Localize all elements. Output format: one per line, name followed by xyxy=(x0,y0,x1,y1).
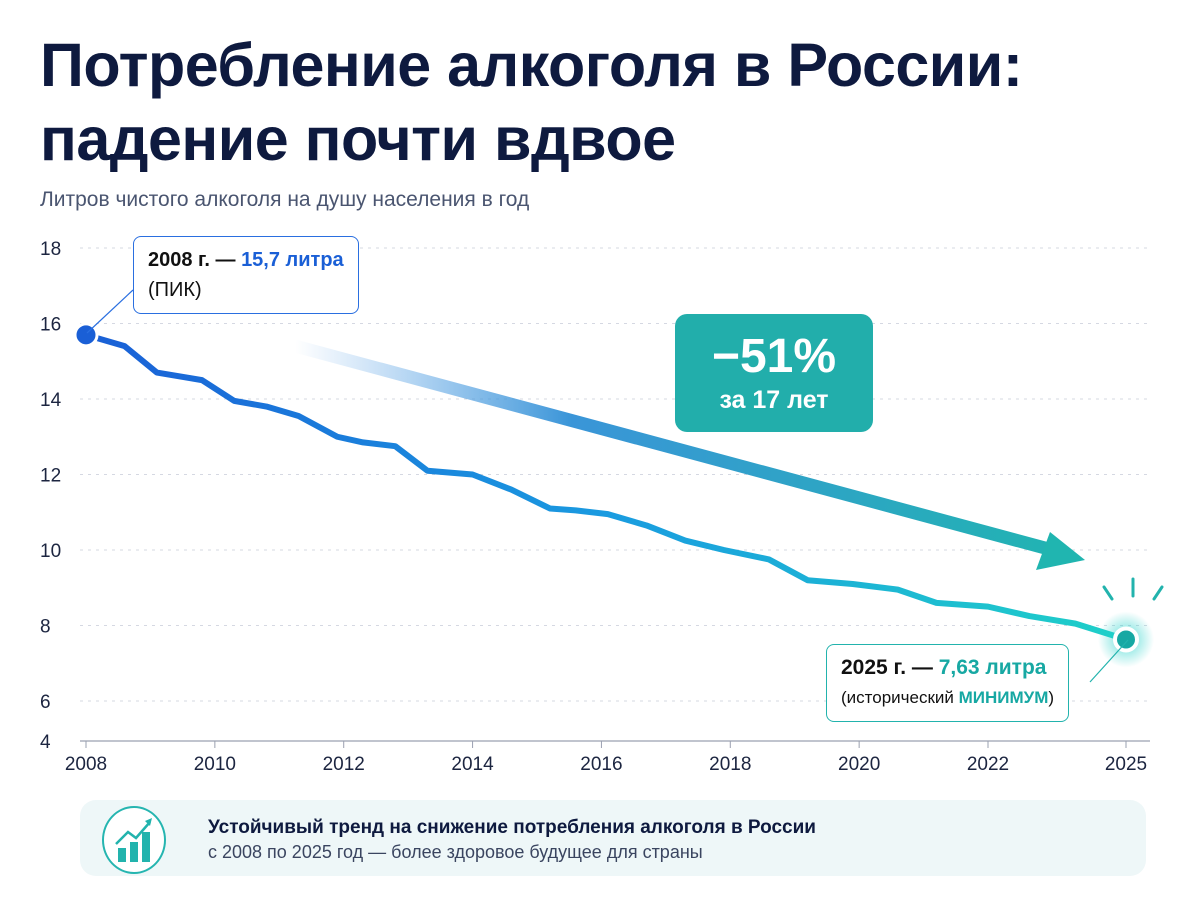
growth-chart-icon xyxy=(102,806,166,874)
min-leader-line xyxy=(1089,639,1129,683)
y-tick-label: 14 xyxy=(40,390,62,411)
y-tick-label: 10 xyxy=(40,541,61,562)
footer-banner: Устойчивый тренд на снижение потребления… xyxy=(80,800,1146,876)
y-tick-label: 8 xyxy=(40,617,51,638)
page-title: Потребление алкоголя в России: падение п… xyxy=(40,28,1023,176)
chart-subtitle: Литров чистого алкоголя на душу населени… xyxy=(40,188,530,211)
y-tick-label: 12 xyxy=(40,466,61,487)
y-tick-label: 4 xyxy=(40,732,51,753)
peak-year: 2008 г. — xyxy=(148,249,236,271)
x-tick-label: 2025 xyxy=(1105,754,1147,775)
change-period: за 17 лет xyxy=(719,386,829,414)
x-tick-label: 2018 xyxy=(709,754,751,775)
min-year: 2025 г. — xyxy=(841,656,933,679)
x-tick-label: 2010 xyxy=(194,754,236,775)
min-highlight: МИНИМУМ xyxy=(958,688,1049,707)
min-value: 7,63 литра xyxy=(938,656,1047,679)
min-note: (исторический xyxy=(841,688,954,707)
x-tick-label: 2020 xyxy=(838,754,880,775)
peak-leader-line xyxy=(86,289,134,334)
title-line-2: падение почти вдвое xyxy=(40,105,676,173)
trend-arrow xyxy=(293,339,1085,570)
change-badge: −51% за 17 лет xyxy=(675,314,873,432)
y-tick-label: 16 xyxy=(40,315,61,336)
footer-subtext: с 2008 по 2025 год — более здоровое буду… xyxy=(208,842,703,862)
title-line-1: Потребление алкоголя в России: xyxy=(40,31,1023,99)
footer-headline: Устойчивый тренд на снижение потребления… xyxy=(208,817,816,838)
x-tick-label: 2022 xyxy=(967,754,1009,775)
min-marker xyxy=(1113,626,1139,653)
change-percent: −51% xyxy=(711,330,837,383)
min-callout: 2025 г. — 7,63 литра (исторический МИНИМ… xyxy=(826,644,1070,722)
peak-value: 15,7 литра xyxy=(241,249,344,271)
x-tick-label: 2014 xyxy=(451,754,494,775)
x-tick-label: 2016 xyxy=(580,754,622,775)
sparkle-icon xyxy=(1102,577,1164,601)
series-line xyxy=(83,331,1129,643)
x-tick-label: 2008 xyxy=(65,754,107,775)
peak-note: (ПИК) xyxy=(148,279,202,301)
min-note-suffix: ) xyxy=(1048,688,1055,707)
y-tick-label: 18 xyxy=(40,239,61,260)
peak-callout: 2008 г. — 15,7 литра (ПИК) xyxy=(133,236,359,314)
line-chart: 18 16 14 12 10 8 6 4 2008 2010 2012 2014 2016 2018 20… xyxy=(40,239,1164,775)
y-tick-label: 6 xyxy=(40,692,51,713)
x-tick-label: 2012 xyxy=(323,754,365,775)
